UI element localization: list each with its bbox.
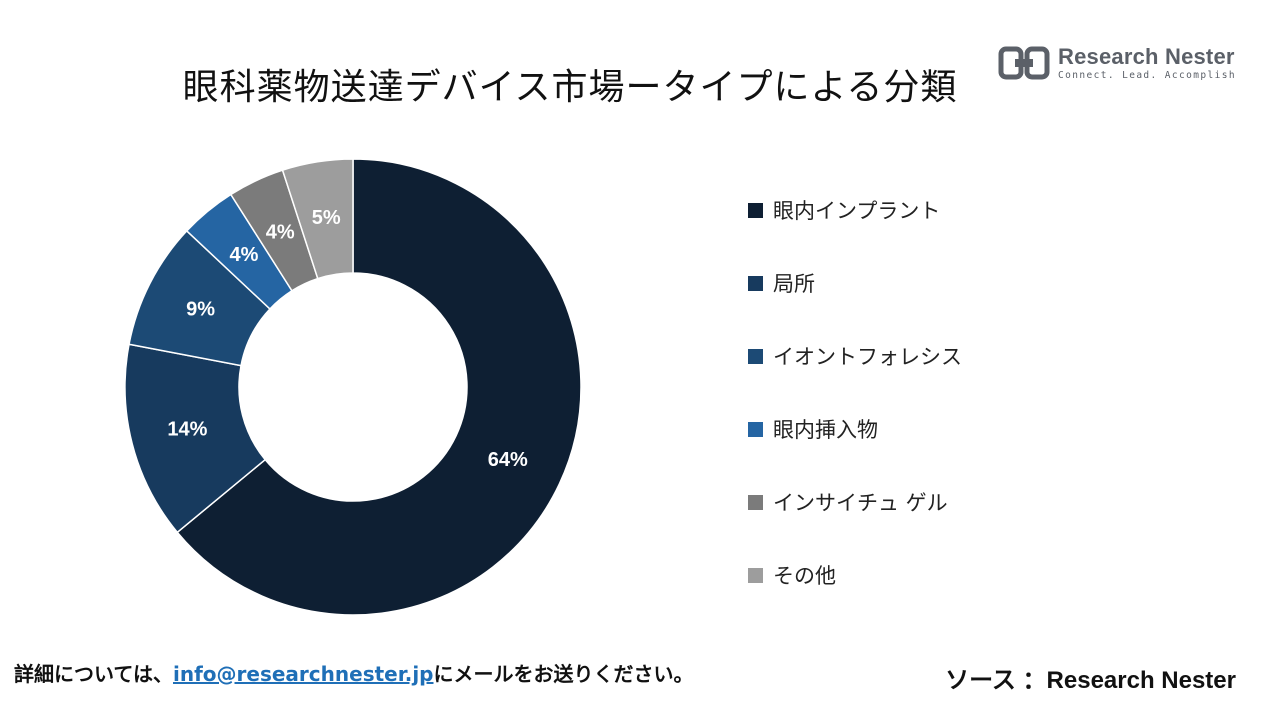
contact-suffix: にメールをお送りください。 [433, 662, 694, 686]
slice-data-label: 4% [266, 221, 295, 243]
legend-swatch [748, 348, 763, 364]
legend-swatch [748, 202, 763, 218]
research-nester-logo: Research Nester Connect. Lead. Accomplis… [998, 44, 1238, 84]
slice-data-label: 5% [312, 207, 341, 229]
legend-swatch [748, 421, 763, 437]
slice-data-label: 14% [167, 419, 207, 441]
contact-email-link[interactable]: info@researchnester.jp [173, 662, 434, 686]
slice-data-label: 4% [230, 244, 259, 266]
slice-data-label: 9% [186, 298, 215, 320]
donut-chart: 64% 14% 9% 4% 4% 5% [124, 158, 582, 616]
legend-item: 眼内挿入物 [748, 411, 878, 447]
legend-item: その他 [748, 557, 836, 593]
legend-item: インサイチュ ゲル [748, 484, 948, 520]
contact-note: 詳細については、info@researchnester.jpにメールをお送りくだ… [14, 658, 694, 687]
source-credit: ソース ：Research Nester [945, 667, 1236, 694]
logo-name: Research Nester [1058, 44, 1235, 69]
legend-label: その他 [773, 564, 836, 588]
chart-title: 眼科薬物送達デバイス市場ータイプによる分類 [182, 67, 958, 108]
slice-data-label: 64% [488, 449, 528, 471]
legend-label: イオントフォレシス [773, 345, 962, 369]
legend-swatch [748, 494, 763, 510]
logo-mark-icon [998, 46, 1050, 80]
donut-slice [281, 158, 354, 280]
legend-item: 局所 [748, 265, 815, 301]
legend-swatch [748, 275, 763, 291]
legend-item: イオントフォレシス [748, 338, 962, 374]
contact-prefix: 詳細については、 [14, 662, 173, 686]
legend-label: 眼内インプラント [773, 199, 941, 223]
donut-slice [176, 158, 582, 616]
legend-label: 局所 [773, 272, 815, 296]
legend-label: インサイチュ ゲル [773, 491, 948, 515]
logo-tagline: Connect. Lead. Accomplish [1058, 70, 1236, 81]
legend-label: 眼内挿入物 [773, 418, 878, 442]
legend-swatch [748, 567, 763, 583]
legend-item: 眼内インプラント [748, 192, 940, 228]
